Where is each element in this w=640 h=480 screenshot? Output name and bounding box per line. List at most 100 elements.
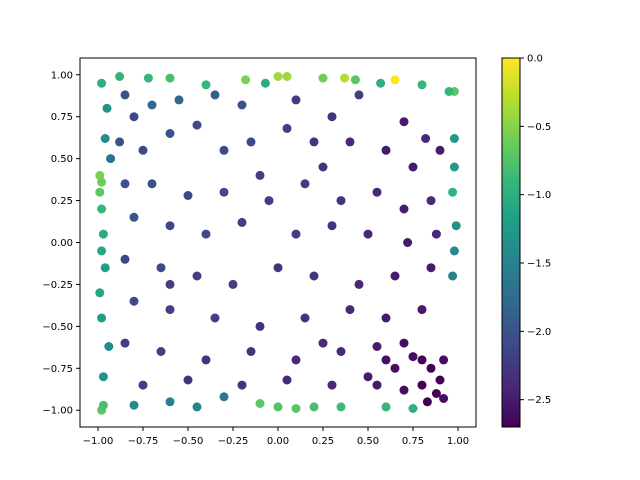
scatter-point — [98, 400, 108, 410]
scatter-point — [309, 402, 319, 412]
scatter-point — [372, 187, 382, 197]
scatter-point — [228, 279, 238, 289]
scatter-points — [95, 72, 461, 415]
x-tick-label: 1.00 — [447, 436, 469, 447]
scatter-point — [431, 389, 441, 398]
scatter-point — [165, 305, 175, 315]
scatter-point — [390, 363, 400, 373]
scatter-point — [403, 238, 413, 247]
y-tick-label: 0.25 — [51, 196, 73, 207]
scatter-point — [165, 279, 175, 289]
colorbar-tick-label: −1.0 — [527, 190, 551, 201]
scatter-point — [241, 75, 251, 85]
scatter-point — [219, 145, 229, 155]
scatter-point — [354, 90, 364, 100]
scatter-point — [449, 134, 459, 143]
scatter-point — [282, 375, 292, 385]
x-tick-label: 0.75 — [402, 436, 424, 447]
x-tick-label: 0.25 — [312, 436, 334, 447]
x-tick-label: −0.25 — [218, 436, 249, 447]
scatter-point — [340, 73, 350, 83]
y-tick-label: 0.00 — [51, 238, 73, 249]
scatter-point — [120, 254, 130, 264]
scatter-point — [399, 204, 409, 214]
scatter-point — [448, 187, 458, 197]
colorbar — [501, 57, 521, 428]
scatter-point — [264, 196, 274, 206]
scatter-point — [273, 263, 283, 273]
colorbar-tick-label: −2.5 — [527, 395, 551, 406]
scatter-point — [448, 271, 458, 281]
scatter-point — [381, 313, 391, 323]
scatter-point — [165, 129, 175, 138]
scatter-point — [318, 73, 328, 83]
scatter-point — [246, 137, 256, 147]
scatter-point — [381, 402, 391, 412]
scatter-point — [147, 100, 157, 110]
scatter-point — [201, 229, 211, 239]
plot-frame — [79, 57, 477, 428]
scatter-point — [97, 177, 107, 187]
scatter-point — [435, 375, 445, 385]
x-tick-label: 0.50 — [357, 436, 379, 447]
y-tick-label: −0.25 — [42, 280, 73, 291]
scatter-point — [350, 75, 360, 85]
scatter-point — [300, 179, 310, 189]
scatter-point — [327, 221, 337, 231]
scatter-point — [417, 80, 427, 90]
scatter-point — [98, 229, 108, 239]
scatter-point — [439, 355, 449, 365]
scatter-point — [98, 372, 108, 382]
scatter-point — [372, 380, 382, 390]
x-tick-label: −1.00 — [83, 436, 114, 447]
scatter-point — [417, 355, 427, 365]
scatter-point — [95, 187, 105, 197]
scatter-point — [399, 338, 409, 348]
scatter-point — [291, 95, 301, 105]
colorbar-tick-label: −2.0 — [527, 327, 551, 338]
scatter-point — [97, 204, 107, 214]
scatter-point — [237, 217, 247, 227]
scatter-point — [336, 347, 346, 356]
scatter-point — [336, 402, 346, 412]
scatter-point — [147, 179, 157, 189]
y-tick-label: −0.50 — [42, 322, 73, 333]
scatter-point — [100, 263, 110, 273]
y-tick-label: 0.50 — [51, 154, 73, 165]
scatter-point — [129, 212, 139, 222]
scatter-point — [300, 313, 310, 323]
scatter-point — [273, 72, 283, 81]
scatter-point — [291, 229, 301, 239]
x-axis: −1.00 −0.75 −0.50 −0.25 0.00 0.25 0.50 0.75 1.00 — [83, 427, 469, 447]
scatter-point — [165, 397, 175, 407]
scatter-point — [174, 95, 184, 105]
x-tick-label: 0.00 — [267, 436, 289, 447]
scatter-point — [210, 90, 220, 100]
colorbar-tick-label: 0.0 — [527, 54, 543, 65]
scatter-point — [408, 352, 418, 362]
scatter-point — [120, 338, 130, 348]
scatter-point — [417, 305, 427, 315]
scatter-point — [102, 103, 112, 113]
scatter-point — [282, 123, 292, 133]
colorbar-tick-label: −1.5 — [527, 259, 551, 270]
scatter-point — [156, 263, 166, 273]
scatter-point — [255, 399, 265, 408]
scatter-point — [336, 196, 346, 206]
scatter-point — [318, 338, 328, 348]
scatter-point — [399, 385, 409, 395]
scatter-point — [192, 402, 202, 412]
scatter-point — [237, 100, 247, 110]
scatter-point — [444, 87, 454, 96]
x-tick-label: −0.50 — [173, 436, 204, 447]
scatter-point — [273, 402, 283, 412]
scatter-point — [192, 120, 202, 130]
scatter-point — [138, 145, 148, 155]
colorbar-tick-label: −0.5 — [527, 122, 551, 133]
scatter-point — [143, 73, 153, 83]
scatter-point — [426, 196, 436, 206]
scatter-point — [390, 75, 400, 85]
scatter-point — [381, 355, 391, 365]
scatter-point — [363, 229, 373, 239]
